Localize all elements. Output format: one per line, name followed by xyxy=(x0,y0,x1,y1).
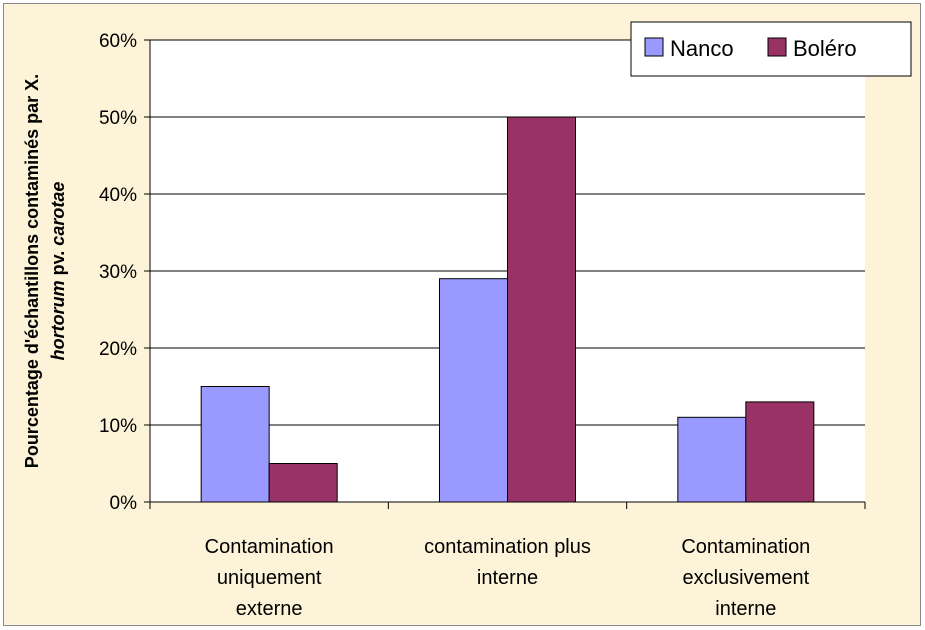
x-category-label-line: Contamination xyxy=(205,536,334,558)
bar-bol-ro-2 xyxy=(507,116,576,503)
x-category-label-line: uniquement xyxy=(217,567,322,589)
y-tick-label: 20% xyxy=(99,339,137,360)
legend-label-nanco: Nanco xyxy=(670,36,734,61)
x-category-label-line: Contamination xyxy=(681,536,810,558)
x-category-label-line: exclusivement xyxy=(682,567,809,589)
x-category-labels: Contamination uniquement externe contaminat… xyxy=(205,536,811,620)
y-tick-label: 60% xyxy=(99,31,137,52)
y-tick-label: 0% xyxy=(110,493,138,514)
y-axis-title-italic-a: hortorum xyxy=(48,280,68,360)
y-axis-title-second-line: hortorum pv. carotae xyxy=(48,182,68,361)
bar-bol-ro-3 xyxy=(745,401,815,503)
y-axis-title-plain: pv. xyxy=(48,246,68,281)
bar-bol-ro-1 xyxy=(268,463,338,503)
legend: Nanco Boléro xyxy=(630,21,912,77)
y-axis-title-italic-b: carotae xyxy=(48,182,68,246)
x-category-label-line: interne xyxy=(715,598,776,620)
y-axis-title-line-1: Pourcentage d'échantillons contaminés pa… xyxy=(22,74,42,468)
x-category-label-line: contamination plus xyxy=(424,536,591,558)
legend-swatch-nanco xyxy=(644,37,664,57)
y-tick-label: 40% xyxy=(99,185,137,206)
x-category-label-line: interne xyxy=(477,567,538,589)
bars xyxy=(200,116,815,503)
legend-label-bolero: Boléro xyxy=(793,36,857,61)
axes xyxy=(144,39,866,509)
y-tick-label: 10% xyxy=(99,416,137,437)
y-tick-labels: 0% 10% 20% 30% 40% 50% 60% xyxy=(99,31,137,514)
y-tick-label: 50% xyxy=(99,108,137,129)
x-category-label-line: externe xyxy=(236,598,303,620)
y-axis-title: Pourcentage d'échantillons contaminés pa… xyxy=(22,74,42,468)
bar-nanco-2 xyxy=(439,278,508,503)
bar-nanco-1 xyxy=(200,386,270,503)
bar-nanco-3 xyxy=(677,416,747,503)
legend-swatch-bolero xyxy=(767,37,787,57)
y-tick-label: 30% xyxy=(99,262,137,283)
